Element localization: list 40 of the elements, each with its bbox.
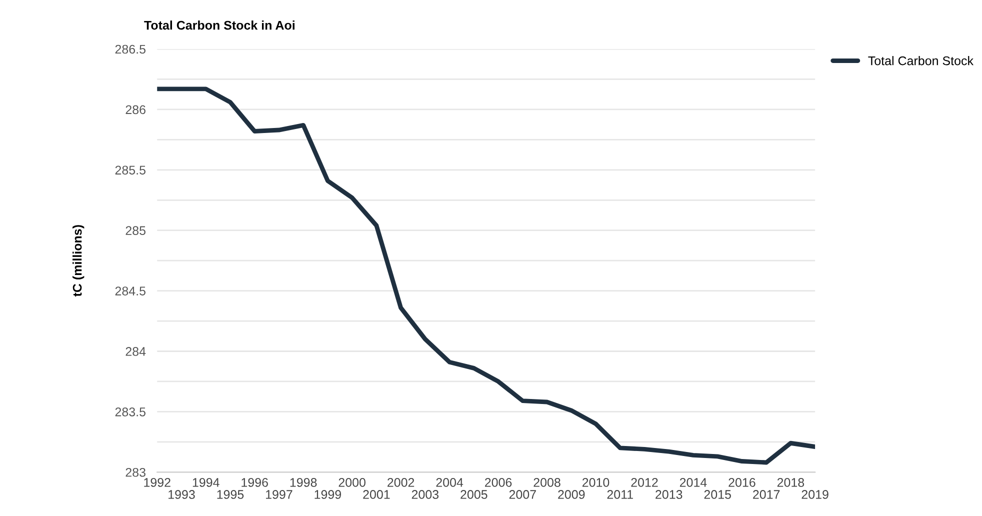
y-tick-label: 285.5 [115, 166, 146, 175]
x-tick-label: 2016 [728, 478, 756, 487]
x-tick-label: 2000 [338, 478, 366, 487]
x2-tick-label: 2013 [656, 490, 682, 499]
y-tick-label: 283.5 [115, 407, 146, 416]
x-tick-label: 2002 [388, 478, 414, 487]
x2-tick-label: 2019 [802, 490, 828, 499]
x-tick-label: 2008 [534, 478, 560, 487]
x2-tick-label: 2017 [753, 490, 780, 499]
x-tick-label: 1996 [242, 478, 268, 487]
y-tick-label: 286 [126, 105, 146, 114]
legend-label: Total Carbon Stock [868, 56, 974, 66]
x-tick-label: 1992 [144, 478, 170, 487]
x2-tick-label: 2011 [607, 490, 633, 499]
x-tick-label: 2006 [485, 478, 512, 487]
x2-tick-label: 1999 [314, 490, 342, 499]
x2-tick-label: 2015 [704, 490, 731, 499]
line-series [157, 86, 816, 465]
x2-tick-label: 1995 [217, 490, 244, 499]
y-tick-label: 283 [126, 468, 146, 477]
x2-tick-label: 1993 [168, 490, 195, 499]
y-axis-title: tC (millions) [72, 225, 84, 297]
x-tick-label: 2014 [680, 478, 707, 487]
x2-tick-label: 1997 [266, 490, 292, 499]
x-tick-label: 2012 [631, 478, 658, 487]
x2-tick-label: 2001 [363, 490, 390, 499]
y-tick-label: 286.5 [115, 44, 146, 54]
y-tick-label: 285 [126, 226, 146, 236]
x2-tick-label: 2009 [558, 490, 585, 499]
x-tick-label: 2010 [582, 478, 610, 487]
y-tick-label: 284 [126, 347, 146, 356]
x-tick-label: 2004 [436, 478, 464, 487]
y-tick-label: 284.5 [115, 286, 146, 296]
x-tick-label: 1994 [192, 478, 220, 487]
chart-title: Total Carbon Stock in Aoi [144, 20, 294, 30]
x2-tick-label: 2005 [460, 490, 488, 499]
x2-tick-label: 2003 [412, 490, 439, 499]
x-tick-label: 1998 [290, 478, 317, 487]
x2-tick-label: 2007 [509, 490, 536, 499]
x-tick-label: 2018 [777, 478, 804, 487]
